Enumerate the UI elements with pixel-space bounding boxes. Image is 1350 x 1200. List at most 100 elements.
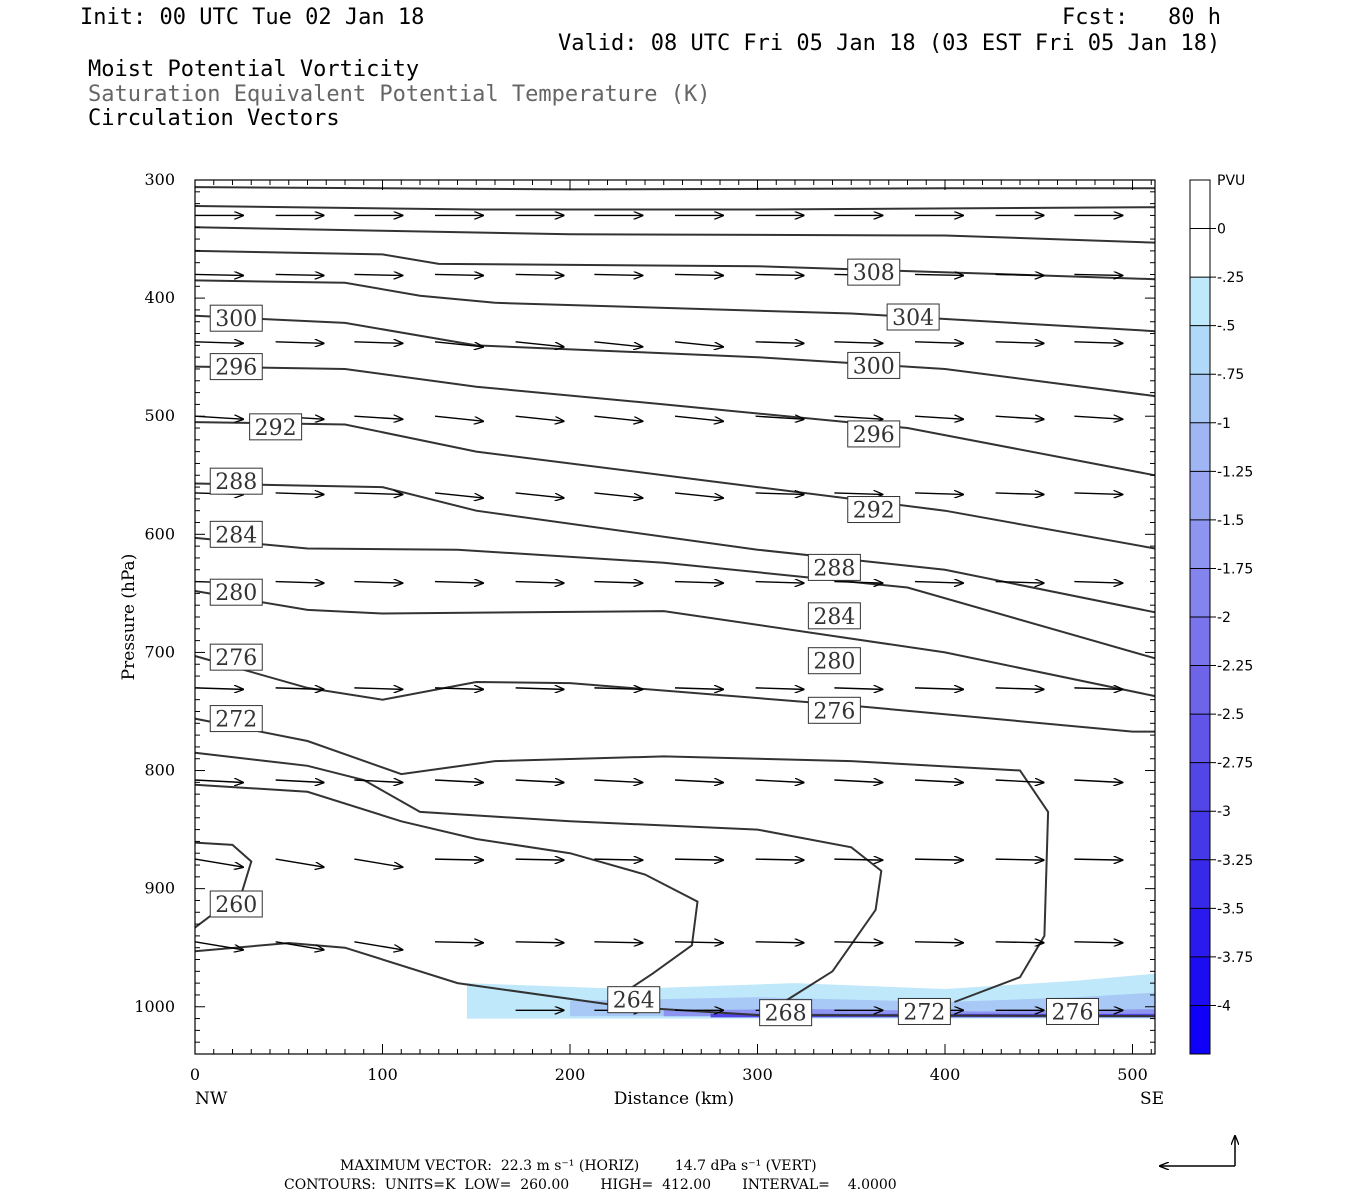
colorbar-label: -2.25 [1217, 659, 1253, 675]
circulation-vector [1074, 780, 1122, 783]
circulation-vector [594, 492, 642, 498]
circulation-vector [834, 688, 882, 690]
contour-label-box [209, 304, 263, 332]
contour-label-box [209, 890, 263, 918]
theta-contour-line [194, 783, 699, 999]
colorbar-label: -2 [1217, 610, 1231, 626]
circulation-vector [674, 688, 723, 690]
y-tick-label: 900 [144, 879, 175, 898]
contour-label-box [807, 602, 861, 630]
colorbar-swatch [1190, 277, 1210, 327]
colorbar-title: PVU [1217, 173, 1245, 189]
circulation-vector [995, 780, 1044, 783]
circulation-vector [515, 582, 564, 584]
circulation-vector [914, 582, 963, 584]
colorbar-swatch [1190, 180, 1210, 230]
circulation-vector [434, 780, 483, 783]
circulation-vector [995, 342, 1044, 344]
circulation-vector [914, 859, 963, 860]
colorbar-label: -.25 [1217, 270, 1244, 286]
circulation-vector [434, 341, 483, 347]
axes: 300 400 500 600 700 800 900 1000 0 100 200 300 400 50… [134, 170, 1155, 1084]
y-tick-label: 500 [144, 406, 175, 425]
contour-label: 272 [903, 1000, 945, 1025]
circulation-vector [275, 582, 324, 584]
colorbar-swatch [1190, 1005, 1210, 1055]
colorbar-swatch [1190, 325, 1210, 375]
circulation-vector [834, 780, 882, 783]
contour-label-box [209, 643, 263, 671]
colorbar-swatch [1190, 762, 1210, 812]
contour-label: 292 [255, 416, 297, 441]
colorbar-label: -3.5 [1217, 901, 1244, 917]
colorbar-swatch [1190, 811, 1210, 861]
theta-contour-line [194, 482, 1156, 614]
circulation-vector [914, 416, 963, 419]
circulation-vector [914, 274, 963, 275]
circulation-vector [995, 688, 1044, 690]
contour-label-box [886, 303, 940, 331]
circulation-vector [834, 342, 882, 344]
circulation-vector [1074, 859, 1122, 860]
contour-label-box [209, 467, 263, 495]
circulation-vector [755, 582, 804, 584]
x-left-end-label: NW [195, 1089, 228, 1109]
x-tick-label: 0 [190, 1065, 200, 1084]
circulation-vector [674, 492, 723, 498]
circulation-vector [275, 941, 324, 950]
valid-time: Valid: 08 UTC Fri 05 Jan 18 (03 EST Fri … [558, 31, 1221, 56]
circulation-vector [594, 415, 642, 421]
circulation-vector [755, 416, 804, 419]
circulation-vector [354, 274, 402, 275]
init-time: Init: 00 UTC Tue 02 Jan 18 [80, 5, 425, 30]
y-tick-label: 300 [144, 170, 175, 189]
circulation-vector [354, 780, 402, 783]
contour-label: 276 [1052, 1000, 1094, 1025]
contour-info-note: CONTOURS: UNITS=K LOW= 260.00 HIGH= 412.… [284, 1177, 897, 1193]
circulation-vector [594, 859, 642, 860]
circulation-vector [515, 415, 564, 421]
colorbar-label: -3.25 [1217, 853, 1253, 869]
circulation-vector [275, 493, 324, 495]
circulation-vectors [194, 215, 1122, 1010]
theta-contour-line [194, 536, 1156, 660]
circulation-vector [755, 688, 804, 690]
circulation-vector [1074, 416, 1122, 419]
circulation-vector [1074, 688, 1122, 690]
colorbar-label: -2.5 [1217, 707, 1244, 723]
circulation-vector [515, 274, 564, 275]
circulation-vector [594, 274, 642, 275]
circulation-vector [515, 942, 564, 943]
contour-label: 280 [813, 650, 855, 675]
circulation-vector [594, 942, 642, 943]
theta-contour-line [194, 226, 1156, 244]
circulation-vector [995, 493, 1044, 495]
circulation-vector [1074, 342, 1122, 344]
contour-label-box [759, 999, 813, 1027]
circulation-vector [434, 274, 483, 275]
circulation-vector [194, 688, 243, 690]
colorbar-label: -.75 [1217, 367, 1244, 383]
x-tick-label: 100 [367, 1065, 398, 1084]
contour-label-box [607, 986, 661, 1014]
contour-label: 284 [813, 605, 855, 630]
circulation-vector [674, 942, 723, 943]
circulation-vector [834, 942, 882, 943]
circulation-vector [354, 858, 402, 867]
circulation-vector [354, 493, 402, 495]
circulation-vector [674, 274, 723, 275]
x-tick-label: 500 [1117, 1065, 1148, 1084]
circulation-vector [354, 416, 402, 419]
contour-labels: 308 304 300 300 296 296 292 292 288 288 284 284 280 2… [209, 258, 1099, 1027]
circulation-vector [275, 342, 324, 344]
y-tick-label: 800 [144, 761, 175, 780]
colorbar-swatch [1190, 568, 1210, 618]
circulation-vector [434, 582, 483, 584]
contour-label: 268 [765, 1002, 807, 1027]
circulation-vector [1074, 582, 1122, 584]
circulation-vector [755, 859, 804, 860]
colorbar-label: -2.75 [1217, 756, 1253, 772]
circulation-vector [995, 942, 1044, 943]
circulation-vector [914, 493, 963, 495]
circulation-vector [995, 859, 1044, 860]
